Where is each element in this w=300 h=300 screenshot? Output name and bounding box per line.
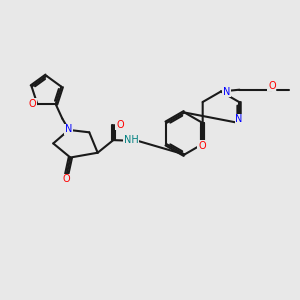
Text: NH: NH (124, 135, 139, 145)
Text: N: N (236, 114, 243, 124)
Text: O: O (62, 174, 70, 184)
Text: O: O (198, 141, 206, 151)
Text: N: N (65, 124, 73, 134)
Text: N: N (223, 86, 230, 97)
Text: O: O (268, 80, 276, 91)
Text: O: O (116, 119, 124, 130)
Text: O: O (29, 99, 36, 109)
